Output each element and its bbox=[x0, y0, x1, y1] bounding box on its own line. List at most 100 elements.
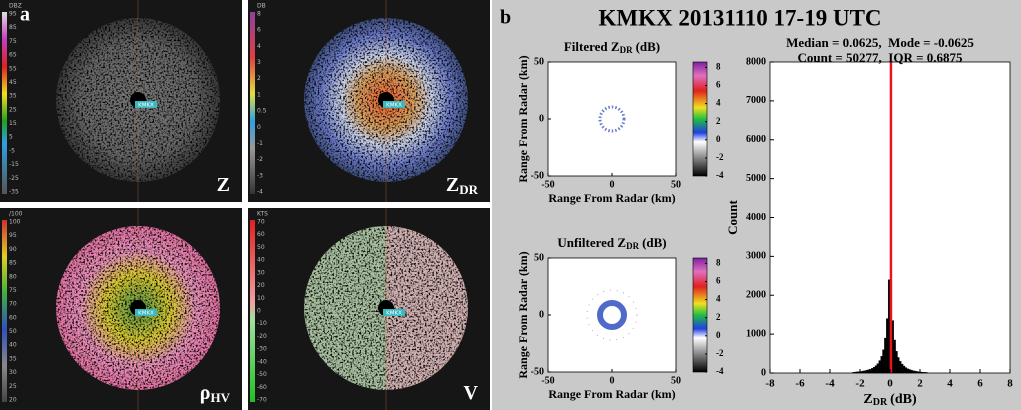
bar bbox=[886, 319, 888, 373]
colorbar-label: -50 bbox=[257, 371, 267, 378]
y-tick-label: 50 bbox=[534, 56, 544, 67]
colorbar bbox=[250, 12, 255, 194]
bar bbox=[896, 351, 898, 373]
y-tick-label: 6000 bbox=[746, 134, 766, 145]
colorbar-label: 35 bbox=[9, 93, 17, 100]
radar-image: KMKXKTS706050403020100-10-20-30-40-50-60… bbox=[248, 208, 490, 410]
y-tick-label: 7000 bbox=[746, 95, 766, 106]
colorbar bbox=[693, 258, 707, 372]
bar bbox=[898, 357, 900, 373]
x-tick-label: -4 bbox=[825, 378, 835, 390]
x-axis-label: ZDR(dB) bbox=[863, 392, 917, 408]
colorbar-label: 30 bbox=[257, 269, 265, 276]
x-axis-label: Range From Radar (km) bbox=[548, 387, 675, 401]
colorbar-label: 25 bbox=[9, 106, 17, 113]
bar bbox=[909, 370, 911, 373]
bar bbox=[899, 361, 901, 373]
x-tick-label: 50 bbox=[671, 375, 681, 386]
bar bbox=[879, 361, 881, 373]
bar bbox=[903, 366, 905, 373]
colorbar-label: 0 bbox=[716, 330, 721, 340]
y-tick-label: 3000 bbox=[746, 251, 766, 262]
colorbar-label: 65 bbox=[9, 52, 17, 59]
colorbar-label: 40 bbox=[9, 342, 17, 349]
colorbar-label: -30 bbox=[257, 346, 267, 353]
x-tick-label: -8 bbox=[765, 378, 775, 390]
y-tick-label: -50 bbox=[531, 366, 544, 377]
x-axis-label: Range From Radar (km) bbox=[548, 191, 675, 205]
y-tick-label: 1000 bbox=[746, 328, 766, 339]
y-tick-label: 0 bbox=[539, 113, 544, 124]
site-label: KMKX bbox=[386, 103, 402, 109]
colorbar bbox=[250, 220, 255, 402]
y-tick-label: 8000 bbox=[746, 56, 766, 67]
colorbar-label: 80 bbox=[9, 273, 17, 280]
colorbar-label: -25 bbox=[9, 175, 19, 182]
colorbar-label: 3 bbox=[257, 59, 261, 66]
colorbar-label: 85 bbox=[9, 24, 17, 31]
image-label-sub: DR bbox=[459, 182, 478, 197]
x-tick-label: 4 bbox=[947, 378, 953, 390]
colorbar-label: -2 bbox=[716, 348, 724, 358]
panel-title: KMKX 20131110 17-19 UTC bbox=[598, 5, 881, 30]
colorbar-label: -4 bbox=[716, 170, 724, 180]
label-unit: (dB) bbox=[890, 392, 917, 407]
bar bbox=[911, 370, 913, 373]
site-label: KMKX bbox=[138, 103, 154, 109]
colorbar-label: -10 bbox=[257, 320, 267, 327]
divider bbox=[242, 0, 248, 410]
bar bbox=[877, 364, 879, 373]
colorbar-label: 15 bbox=[9, 120, 17, 127]
bar bbox=[901, 364, 903, 373]
colorbar-label: 25 bbox=[9, 383, 17, 390]
figure: KMKXDBZ9585756555453525155-5-15-25-35ZKM… bbox=[0, 0, 1021, 410]
y-tick-label: -50 bbox=[531, 170, 544, 181]
colorbar-label: 2 bbox=[716, 116, 721, 126]
bar bbox=[884, 338, 886, 373]
colorbar-label: 40 bbox=[257, 257, 265, 264]
colorbar-label: -15 bbox=[9, 161, 19, 168]
title-unit: (dB) bbox=[642, 235, 667, 250]
annotation: Median = 0.0625, Mode = -0.0625 bbox=[786, 35, 974, 50]
image-label-main: Z bbox=[446, 174, 459, 196]
colorbar-label: -2 bbox=[716, 152, 724, 162]
colorbar-label: 0 bbox=[257, 308, 261, 315]
colorbar-label: -1 bbox=[257, 140, 263, 147]
y-tick-label: 50 bbox=[534, 252, 544, 263]
colorbar-label: 2 bbox=[716, 312, 721, 322]
bar bbox=[871, 368, 873, 373]
colorbar-label: 50 bbox=[9, 328, 17, 335]
colorbar-label: 95 bbox=[9, 232, 17, 239]
colorbar-units: /100 bbox=[9, 211, 23, 218]
panel-label: a bbox=[20, 4, 30, 26]
bar bbox=[905, 368, 907, 373]
colorbar-label: 60 bbox=[257, 231, 265, 238]
image-label-main: Z bbox=[217, 174, 230, 196]
bar bbox=[883, 350, 885, 373]
colorbar-label: 45 bbox=[9, 79, 17, 86]
colorbar-label: -20 bbox=[257, 333, 267, 340]
colorbar-label: 0 bbox=[716, 134, 721, 144]
colorbar-label: 95 bbox=[9, 11, 17, 18]
title-main: Unfiltered Z bbox=[557, 235, 626, 250]
image-label-main: ρ bbox=[200, 382, 211, 404]
y-axis-label: Range From Radar (km) bbox=[516, 251, 530, 378]
colorbar-label: 4 bbox=[716, 98, 721, 108]
label-sub: DR bbox=[873, 397, 888, 408]
plot-title: Filtered ZDR(dB) bbox=[564, 39, 660, 55]
bar bbox=[869, 369, 871, 373]
plot-area bbox=[548, 62, 676, 176]
x-tick-label: 0 bbox=[610, 375, 615, 386]
y-tick-label: 5000 bbox=[746, 173, 766, 184]
x-tick-label: 6 bbox=[977, 378, 983, 390]
label-main: Z bbox=[863, 392, 872, 407]
colorbar bbox=[2, 12, 7, 194]
bar bbox=[866, 370, 868, 373]
panel-label: b bbox=[500, 7, 511, 29]
y-tick-label: 0 bbox=[761, 367, 766, 378]
colorbar bbox=[2, 220, 7, 402]
colorbar-label: -5 bbox=[9, 147, 15, 154]
x-tick-label: 0 bbox=[610, 179, 615, 190]
